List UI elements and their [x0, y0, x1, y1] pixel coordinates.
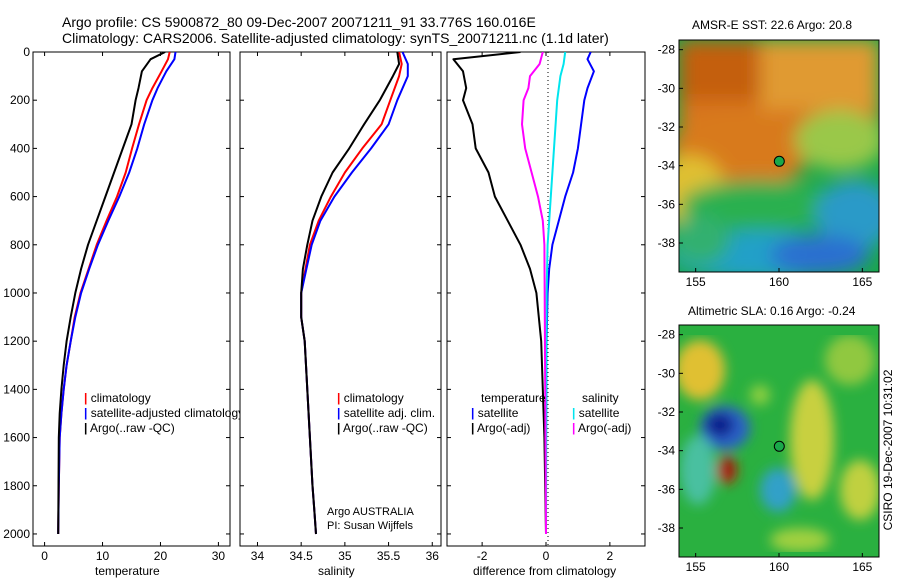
depth-tick-label-5: 1000 [3, 286, 30, 300]
salinity-profile-series-2 [300, 52, 401, 535]
sst-map-ytick-label-5: -38 [658, 236, 676, 250]
temperature-profile-xtick-label-1: 10 [96, 549, 110, 563]
difference-profile-series-0 [545, 52, 595, 534]
sal-legend-climatology: | climatology [337, 391, 404, 405]
sst-map-title: AMSR-E SST: 22.6 Argo: 20.8 [692, 18, 853, 32]
argo-australia-label: Argo AUSTRALIA [327, 506, 414, 518]
sal-legend-argo: | Argo(..raw -QC) [337, 421, 428, 435]
temperature-profile-series-2 [57, 52, 166, 535]
temperature-axes [32, 51, 231, 547]
sst-map-ytick-label-3: -34 [658, 159, 676, 173]
diff-legend-sal-argo: | Argo(-adj) [572, 421, 632, 435]
difference-profile-series-1 [452, 52, 547, 535]
sla-map-title: Altimetric SLA: 0.16 Argo: -0.24 [688, 304, 856, 318]
diff-legend-sal-header: salinity [582, 391, 619, 405]
diff-legend-temp-header: temperature [481, 391, 546, 405]
salinity-profile-xtick-label-3: 35.5 [377, 549, 401, 563]
temperature-profile-series-1 [57, 52, 177, 535]
salinity-profile-xtick-label-1: 34.5 [289, 549, 313, 563]
sla-map-ytick-label-0: -28 [658, 328, 676, 342]
plot-layer: 0 10 20 30020040060080010001200140016001800… [3, 45, 645, 563]
depth-tick-label-9: 1800 [3, 479, 30, 493]
pi-label: PI: Susan Wijffels [327, 520, 413, 532]
salinity-axes [239, 51, 442, 547]
panel-2-series [452, 52, 595, 535]
sst-map-ytick-label-0: -28 [658, 43, 676, 57]
difference-profile-xtick-label-1: 0 [543, 549, 550, 563]
depth-tick-label-8: 1600 [3, 431, 30, 445]
map-axis-ticks: 155 160 165 -28 -30 -32 -34 -36 -38 155 160 165 -28 -… [658, 43, 873, 574]
temp-legend-satellite: | satellite-adjusted climatology [84, 406, 240, 420]
depth-tick-label-0: 0 [23, 45, 30, 59]
difference-xlabel: difference from climatology [473, 564, 617, 578]
depth-tick-label-1: 200 [10, 93, 30, 107]
sst-map-xtick-label-2: 165 [852, 275, 872, 289]
salinity-profile-xtick-label-2: 35 [338, 549, 352, 563]
difference-profile-series-2 [545, 52, 567, 535]
panel-0-series [57, 52, 177, 535]
salinity-profile-xtick-label-4: 36 [426, 549, 440, 563]
depth-tick-label-10: 2000 [3, 527, 30, 541]
difference-profile-xtick-label-2: 2 [607, 549, 614, 563]
difference-profile-series-3 [521, 52, 547, 535]
sla-map-ytick-label-3: -34 [658, 444, 676, 458]
sla-map-xtick-label-0: 155 [686, 560, 706, 574]
timestamp-label: CSIRO 19-Dec-2007 10:31:02 [881, 369, 895, 531]
diff-legend-temp-argo: | Argo(-adj) [471, 421, 531, 435]
figure-title-line1: Argo profile: CS 5900872_80 09-Dec-2007 … [62, 14, 536, 30]
sla-map-xtick-label-2: 165 [852, 560, 872, 574]
temperature-profile-xtick-label-0: 0 [41, 549, 48, 563]
sla-map-ytick-label-4: -36 [658, 482, 676, 496]
temperature-xlabel: temperature [95, 564, 160, 578]
sst-map-ytick-label-1: -30 [658, 81, 676, 95]
sst-map-xtick-label-0: 155 [686, 275, 706, 289]
figure-title-line2: Climatology: CARS2006. Satellite-adjuste… [62, 30, 609, 46]
sla-argo-marker [773, 440, 785, 452]
sst-map-ytick-label-2: -32 [658, 120, 676, 134]
sla-map-ytick-label-1: -30 [658, 366, 676, 380]
sla-map-ytick-label-2: -32 [658, 405, 676, 419]
sst-argo-marker [773, 155, 785, 167]
sal-legend-satellite: | satellite adj. clim. [337, 406, 436, 420]
depth-tick-label-2: 400 [10, 141, 30, 155]
depth-tick-label-7: 1400 [3, 382, 30, 396]
temperature-profile-xtick-label-3: 30 [212, 549, 226, 563]
salinity-profile-xtick-label-0: 34 [251, 549, 265, 563]
sst-map-panel [679, 40, 879, 272]
diff-legend-sal-satellite: | satellite [572, 406, 620, 420]
depth-tick-label-4: 800 [10, 238, 30, 252]
temp-legend-argo: | Argo(..raw -QC) [84, 421, 175, 435]
sla-map-xtick-label-1: 160 [769, 560, 789, 574]
sla-map-ytick-label-5: -38 [658, 521, 676, 535]
salinity-xlabel: salinity [318, 564, 355, 578]
depth-tick-label-3: 600 [10, 190, 30, 204]
panel-1-series [300, 52, 409, 535]
sst-map-xtick-label-1: 160 [769, 275, 789, 289]
sla-map-panel [679, 325, 879, 557]
diff-legend-temp-satellite: | satellite [471, 406, 519, 420]
difference-profile-xtick-label-0: -2 [477, 549, 488, 563]
salinity-profile-series-1 [300, 52, 409, 535]
temperature-profile-xtick-label-2: 20 [154, 549, 168, 563]
depth-tick-label-6: 1200 [3, 334, 30, 348]
salinity-profile-series-0 [300, 52, 403, 535]
temp-legend-climatology: | climatology [84, 391, 151, 405]
sst-map-ytick-label-4: -36 [658, 197, 676, 211]
